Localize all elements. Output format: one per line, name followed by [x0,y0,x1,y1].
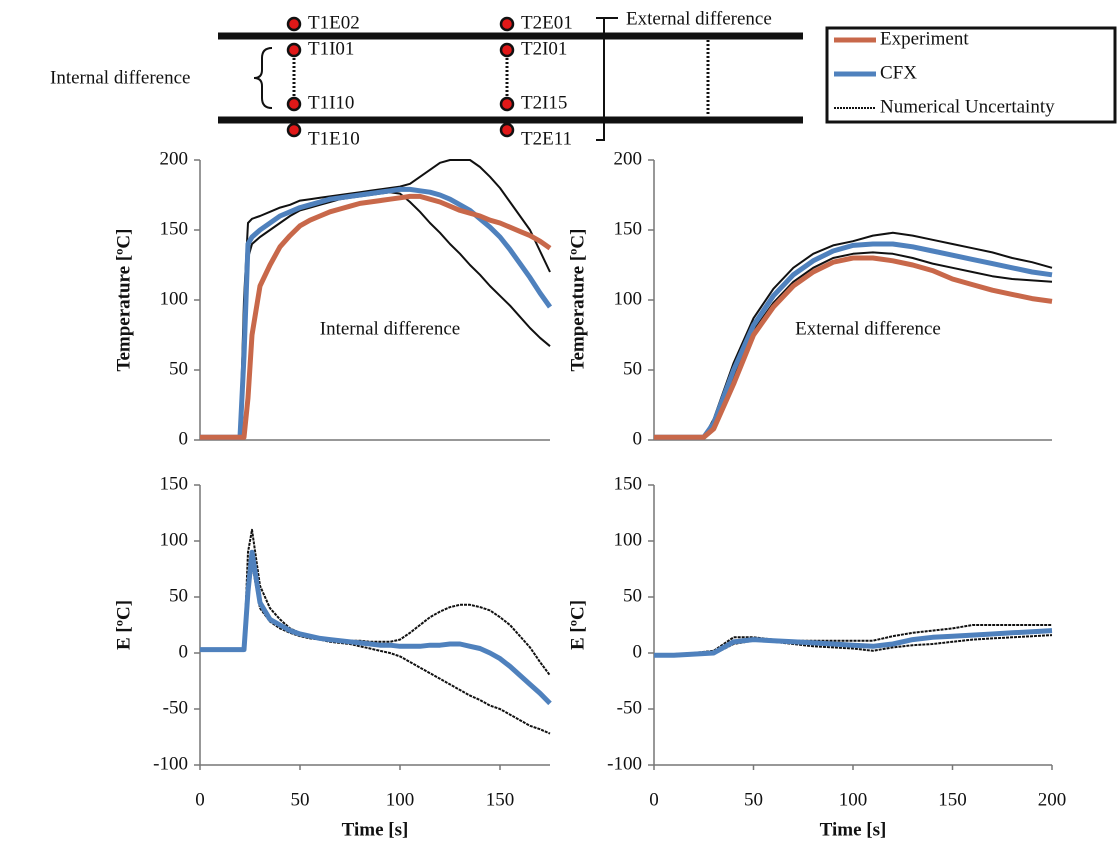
series-line [654,255,1053,440]
series-line [654,634,1053,658]
series-line [200,186,553,440]
x-tick-label: 200 [1038,789,1067,810]
x-tick-label: 50 [744,789,763,810]
y-tick-label: 0 [179,428,189,449]
y-axis-title: Temperature [ºC] [113,229,134,372]
series-line [654,251,1053,439]
y-tick-label: 50 [169,358,188,379]
y-tick-label: 150 [160,473,189,494]
sensor-label: T2I15 [521,92,567,113]
y-tick-label: -50 [163,697,188,718]
y-tick-label: 100 [614,529,643,550]
y-tick-label: -100 [607,753,642,774]
sensor-label: T1I01 [308,38,354,59]
sensor-label: T1E10 [308,128,360,149]
y-axis-title: Temperature [ºC] [567,229,588,372]
x-axis-title: Time [s] [342,819,409,840]
y-tick-label: 50 [623,585,642,606]
series-line [200,159,551,439]
brace [253,47,273,109]
sensor-dot [286,42,302,58]
x-tick-label: 100 [839,789,868,810]
x-tick-label: 0 [649,789,659,810]
x-tick-label: 150 [938,789,967,810]
y-tick-label: 150 [614,218,643,239]
y-tick-label: 0 [179,641,189,662]
series-line [653,624,1052,657]
sensor-dot [499,96,515,112]
annotation: Internal difference [320,318,460,339]
y-tick-label: 0 [633,641,643,662]
y-tick-label: 200 [614,148,643,169]
diagram-label: Internal difference [50,67,190,88]
legend-label: Experiment [880,28,969,49]
sensor-dot [286,96,302,112]
y-tick-label: 150 [160,218,189,239]
sensor-dot [286,122,302,138]
sensor-label: T2E11 [521,128,572,149]
y-tick-label: -50 [617,697,642,718]
x-tick-label: 150 [486,789,515,810]
y-axis-title: E [ºC] [567,600,588,650]
y-tick-label: 50 [169,585,188,606]
legend-label: CFX [880,62,917,83]
series-line [200,191,551,439]
series-line [200,193,552,440]
y-tick-label: 200 [160,148,189,169]
y-tick-label: 0 [633,428,643,449]
series-line [654,241,1053,440]
sensor-label: T1E02 [308,12,360,33]
sensor-dot [499,42,515,58]
y-tick-label: 100 [160,529,189,550]
bracket [596,17,618,141]
annotation: External difference [795,318,941,339]
sensor-label: T2E01 [521,12,573,33]
sensor-label: T1I10 [308,92,354,113]
sensor-label: T2I01 [521,38,567,59]
series-line [200,549,552,706]
series-line [654,628,1053,658]
x-tick-label: 0 [195,789,205,810]
sensor-dot [499,122,515,138]
series-line [200,562,551,735]
y-tick-label: 100 [160,288,189,309]
sensor-diagram [218,17,803,141]
diagram-label: External difference [626,8,772,29]
sensor-dot [286,16,302,32]
legend-label: Numerical Uncertainty [880,96,1055,117]
x-tick-label: 100 [386,789,415,810]
x-axis-title: Time [s] [820,819,887,840]
sensor-dot [499,16,515,32]
x-tick-label: 50 [291,789,310,810]
y-tick-label: 50 [623,358,642,379]
y-axis-title: E [ºC] [113,600,134,650]
y-tick-label: -100 [153,753,188,774]
y-tick-label: 100 [614,288,643,309]
y-tick-label: 150 [614,473,643,494]
